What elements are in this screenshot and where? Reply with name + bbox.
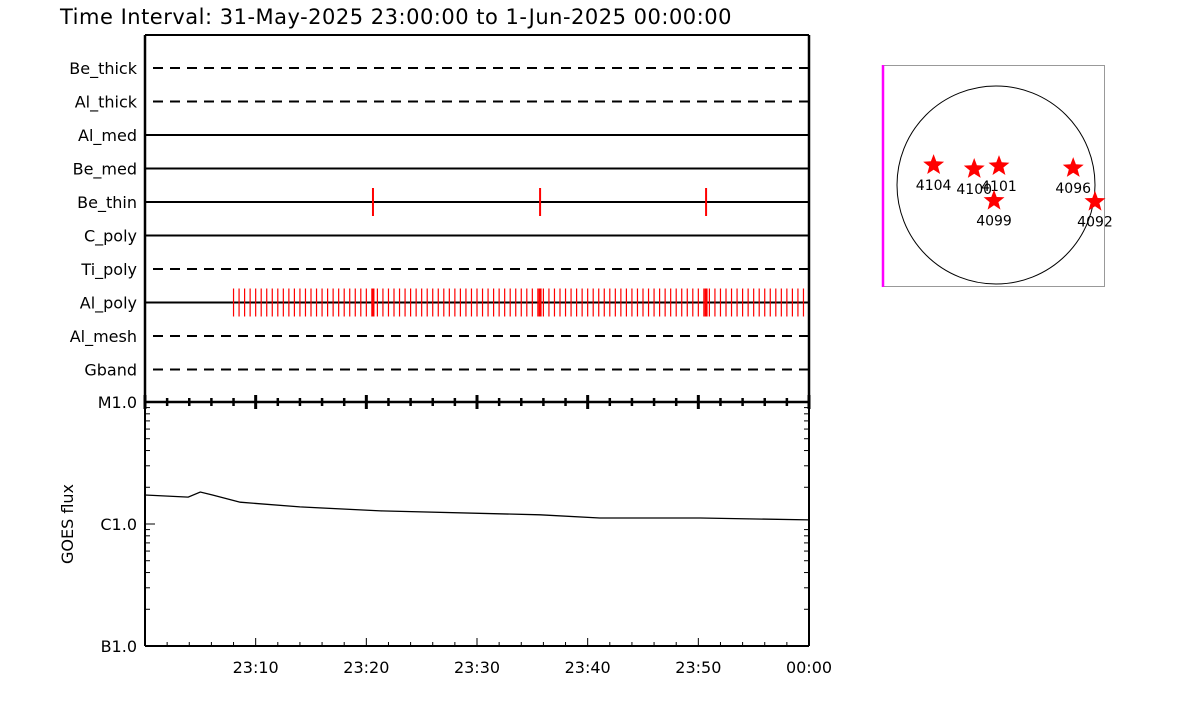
active-region-label: 4096 [1055,181,1091,197]
filter-label-al_med: Al_med [78,126,137,146]
active-region-label: 4092 [1077,215,1113,231]
x-tick-label: 23:50 [675,658,721,677]
filter-label-c_poly: C_poly [84,227,137,247]
filter-label-be_thick: Be_thick [69,59,137,79]
title: Time Interval: 31-May-2025 23:00:00 to 1… [59,5,732,29]
y-tick-label: M1.0 [98,393,137,412]
map-frame [882,65,1105,287]
active-region-star-icon [1084,190,1106,211]
filter-label-be_med: Be_med [73,160,137,180]
x-tick-label: 23:30 [454,658,500,677]
active-region-label: 4101 [981,179,1017,195]
x-tick-label: 23:10 [233,658,279,677]
filter-label-al_thick: Al_thick [75,93,138,113]
y-tick-label: C1.0 [100,515,137,534]
active-region-star-icon [923,154,945,174]
active-region-star-icon [1062,157,1084,177]
y-tick-label: B1.0 [101,637,137,656]
active-region-star-icon [983,189,1005,210]
filter-label-be_thin: Be_thin [77,193,137,213]
goes-ylabel: GOES flux [58,484,77,564]
solar-limb [896,85,1096,285]
x-tick-label: 00:00 [786,658,832,677]
x-tick-label: 23:40 [565,658,611,677]
filter-label-ti_poly: Ti_poly [80,260,137,280]
goes-flux-line [144,491,810,521]
active-region-star-icon [963,158,985,178]
x-tick-label: 23:20 [343,658,389,677]
active-region-star-icon [988,155,1010,175]
active-region-label: 4100 [956,182,992,198]
filter-label-gband: Gband [84,361,137,380]
filter-label-al_mesh: Al_mesh [70,327,137,347]
filter-label-al_poly: Al_poly [80,294,137,314]
active-region-label: 4099 [976,214,1012,230]
active-region-label: 4104 [916,178,952,194]
goes-flux-panel: GOES flux 23:10 23:20 23:30 23:40 23:50 00:00… [58,393,832,677]
filter-timeline-panel: Be_thick Al_thick Al_med Be_med Be_thin C_pol… [69,34,811,402]
